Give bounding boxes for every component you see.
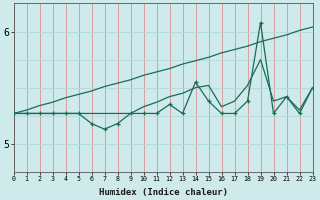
X-axis label: Humidex (Indice chaleur): Humidex (Indice chaleur) [99, 188, 228, 197]
